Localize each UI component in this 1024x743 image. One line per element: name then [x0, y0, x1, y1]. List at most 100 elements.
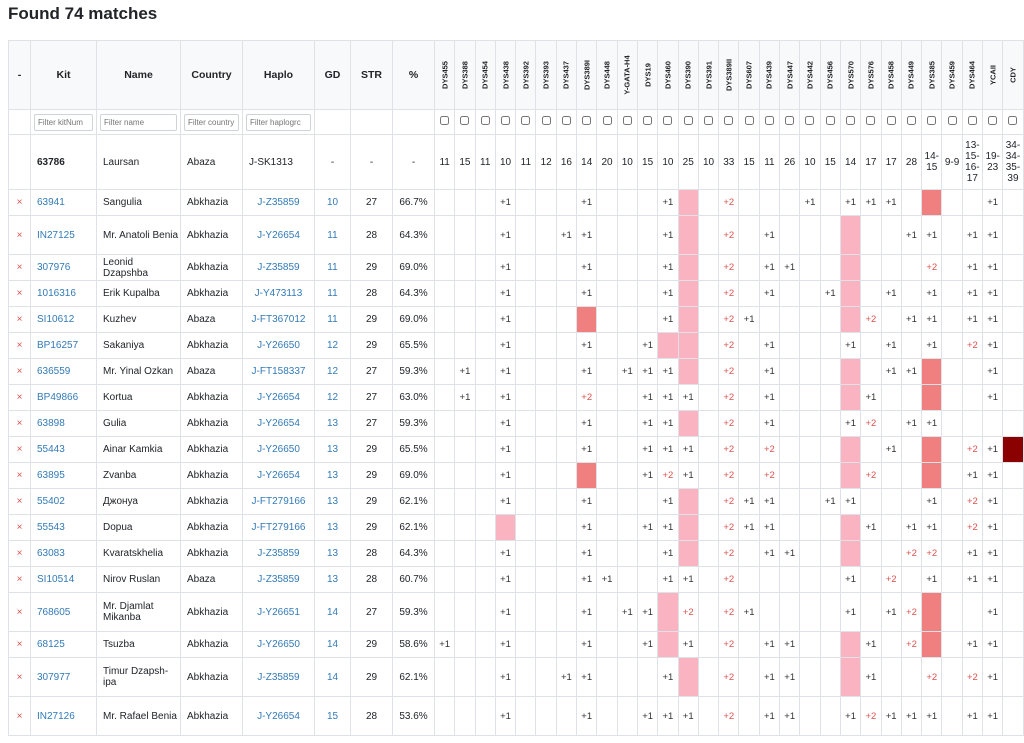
remove-row-button[interactable]: × — [8, 306, 31, 333]
haplo-link[interactable]: J-Y26654 — [242, 462, 315, 489]
gd-link[interactable]: 15 — [314, 696, 351, 736]
gd-link[interactable]: 11 — [314, 280, 351, 307]
kit-link[interactable]: 55443 — [30, 436, 97, 463]
remove-row-button[interactable]: × — [8, 332, 31, 359]
filter-haplo-input[interactable] — [246, 113, 311, 131]
kit-link[interactable]: 1016316 — [30, 280, 97, 307]
marker-filter-checkbox[interactable] — [521, 116, 531, 125]
marker-filter-checkbox[interactable] — [764, 116, 774, 125]
marker-filter-checkbox[interactable] — [683, 116, 693, 125]
haplo-link[interactable]: J-Y26654 — [242, 384, 315, 411]
kit-link[interactable]: SI10612 — [30, 306, 97, 333]
gd-link[interactable]: 14 — [314, 631, 351, 658]
kit-link[interactable]: 636559 — [30, 358, 97, 385]
kit-link[interactable]: 307976 — [30, 254, 97, 281]
marker-filter-checkbox[interactable] — [744, 116, 754, 125]
col-kit-header[interactable]: Kit — [30, 40, 97, 110]
marker-header[interactable]: CDY — [1002, 40, 1024, 110]
kit-link[interactable]: 63941 — [30, 189, 97, 216]
kit-link[interactable]: BP49866 — [30, 384, 97, 411]
marker-header[interactable]: DYS459 — [941, 40, 963, 110]
marker-header[interactable]: DYS607 — [738, 40, 760, 110]
marker-filter-checkbox[interactable] — [704, 116, 713, 125]
marker-filter-checkbox[interactable] — [602, 116, 612, 125]
marker-filter-checkbox[interactable] — [947, 116, 957, 125]
gd-link[interactable]: 13 — [314, 540, 351, 567]
marker-filter-checkbox[interactable] — [866, 116, 876, 125]
kit-link[interactable]: 63898 — [30, 410, 97, 437]
marker-header[interactable]: DYS460 — [657, 40, 679, 110]
filter-country-input[interactable] — [184, 113, 239, 131]
marker-header[interactable]: DYS393 — [535, 40, 557, 110]
remove-row-button[interactable]: × — [8, 358, 31, 385]
marker-header[interactable]: DYS570 — [839, 40, 862, 110]
remove-row-button[interactable]: × — [8, 514, 31, 541]
col-country-header[interactable]: Country — [180, 40, 243, 110]
kit-link[interactable]: 768605 — [30, 592, 97, 632]
marker-header[interactable]: DYS390 — [677, 40, 699, 110]
haplo-link[interactable]: J-FT367012 — [242, 306, 315, 333]
remove-row-button[interactable]: × — [8, 566, 31, 593]
remove-row-button[interactable]: × — [8, 592, 31, 632]
marker-header[interactable]: DYS454 — [474, 40, 496, 110]
col-remove-header[interactable]: - — [8, 40, 31, 110]
gd-link[interactable]: 13 — [314, 566, 351, 593]
kit-link[interactable]: 55543 — [30, 514, 97, 541]
remove-row-button[interactable]: × — [8, 254, 31, 281]
marker-filter-checkbox[interactable] — [785, 116, 795, 125]
marker-filter-checkbox[interactable] — [927, 116, 937, 125]
gd-link[interactable]: 10 — [314, 189, 351, 216]
marker-header[interactable]: DYS455 — [433, 40, 456, 110]
marker-filter-checkbox[interactable] — [480, 116, 490, 125]
marker-header[interactable]: DYS388 — [454, 40, 476, 110]
marker-filter-checkbox[interactable] — [622, 116, 632, 125]
remove-row-button[interactable]: × — [8, 436, 31, 463]
filter-kit-input[interactable] — [34, 113, 93, 131]
gd-link[interactable]: 11 — [314, 254, 351, 281]
marker-header[interactable]: DYS458 — [880, 40, 902, 110]
remove-row-button[interactable]: × — [8, 631, 31, 658]
haplo-link[interactable]: J-Y473113 — [242, 280, 315, 307]
marker-header[interactable]: DYS464 — [961, 40, 984, 110]
marker-header[interactable]: DYS392 — [515, 40, 537, 110]
marker-filter-checkbox[interactable] — [460, 116, 470, 125]
marker-header[interactable]: YCAII — [982, 40, 1004, 110]
gd-link[interactable]: 13 — [314, 436, 351, 463]
marker-filter-checkbox[interactable] — [967, 116, 977, 125]
kit-link[interactable]: 55402 — [30, 488, 97, 515]
gd-link[interactable]: 11 — [314, 306, 351, 333]
marker-filter-checkbox[interactable] — [805, 116, 815, 125]
haplo-link[interactable]: J-Y26654 — [242, 215, 315, 255]
remove-row-button[interactable]: × — [8, 215, 31, 255]
remove-row-button[interactable]: × — [8, 189, 31, 216]
kit-link[interactable]: 68125 — [30, 631, 97, 658]
kit-link[interactable]: 63083 — [30, 540, 97, 567]
gd-link[interactable]: 11 — [314, 215, 351, 255]
haplo-link[interactable]: J-Y26650 — [242, 631, 315, 658]
kit-link[interactable]: BP16257 — [30, 332, 97, 359]
haplo-link[interactable]: J-FT279166 — [242, 514, 315, 541]
marker-filter-checkbox[interactable] — [541, 116, 551, 125]
gd-link[interactable]: 14 — [314, 592, 351, 632]
marker-filter-checkbox[interactable] — [440, 116, 450, 125]
marker-header[interactable]: DYS437 — [555, 40, 578, 110]
haplo-link[interactable]: J-Y26654 — [242, 410, 315, 437]
gd-link[interactable]: 13 — [314, 462, 351, 489]
haplo-link[interactable]: J-Z35859 — [242, 189, 315, 216]
remove-row-button[interactable]: × — [8, 540, 31, 567]
remove-row-button[interactable]: × — [8, 488, 31, 515]
marker-filter-checkbox[interactable] — [988, 116, 998, 125]
marker-header[interactable]: DYS448 — [596, 40, 618, 110]
remove-row-button[interactable]: × — [8, 410, 31, 437]
marker-header[interactable]: DYS438 — [494, 40, 517, 110]
marker-filter-checkbox[interactable] — [501, 116, 511, 125]
remove-row-button[interactable]: × — [8, 384, 31, 411]
col-name-header[interactable]: Name — [96, 40, 181, 110]
gd-link[interactable]: 14 — [314, 657, 351, 697]
remove-row-button[interactable]: × — [8, 657, 31, 697]
kit-link[interactable]: IN27125 — [30, 215, 97, 255]
col-str-header[interactable]: STR — [350, 40, 393, 110]
filter-name-input[interactable] — [100, 113, 177, 131]
marker-header[interactable]: DYS576 — [860, 40, 882, 110]
remove-row-button[interactable]: × — [8, 280, 31, 307]
